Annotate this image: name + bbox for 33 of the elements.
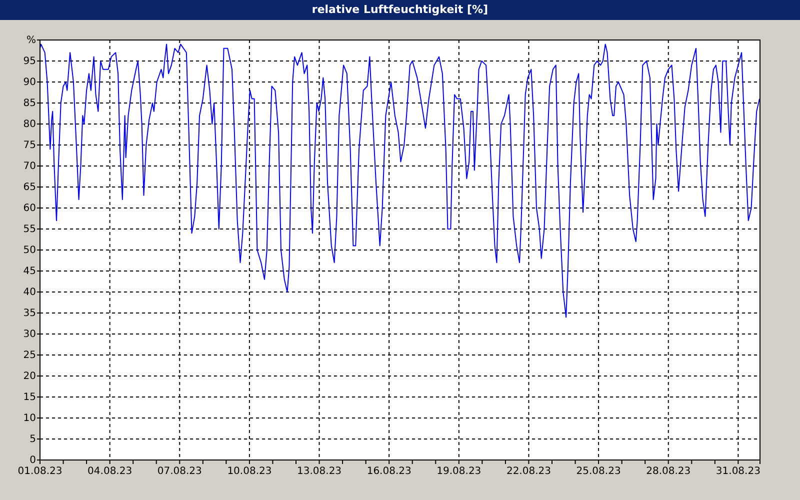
y-tick-label: 25 <box>23 350 36 362</box>
x-tick-label: 13.08.23 <box>297 466 342 478</box>
y-tick-label: 80 <box>23 119 36 130</box>
y-tick-label: 85 <box>23 98 36 110</box>
y-tick-label: 5 <box>30 434 36 446</box>
x-tick-label: 10.08.23 <box>227 466 272 478</box>
y-tick-label: 10 <box>23 413 36 424</box>
y-tick-label: 0 <box>30 455 36 466</box>
y-tick-label: 60 <box>23 203 36 214</box>
y-tick-label: 45 <box>23 266 36 278</box>
y-tick-label: % <box>26 35 36 46</box>
y-tick-label: 30 <box>23 329 36 340</box>
y-tick-label: 65 <box>23 182 36 194</box>
y-tick-label: 70 <box>23 161 36 172</box>
y-tick-label: 20 <box>23 371 36 382</box>
y-tick-label: 95 <box>23 56 36 68</box>
y-tick-label: 75 <box>23 140 36 152</box>
x-tick-label: 28.08.23 <box>646 466 691 478</box>
y-tick-label: 90 <box>23 77 36 88</box>
y-tick-label: 55 <box>23 224 36 236</box>
y-tick-label: 40 <box>23 287 36 298</box>
x-tick-label: 04.08.23 <box>88 466 132 478</box>
y-tick-label: 15 <box>23 392 36 404</box>
x-tick-label: 25.08.23 <box>576 466 621 478</box>
x-tick-label: 16.08.23 <box>366 466 412 478</box>
x-tick-label: 22.08.23 <box>506 466 551 478</box>
chart-title: relative Luftfeuchtigkeit [%] <box>0 0 800 20</box>
x-tick-label: 19.08.23 <box>436 466 482 478</box>
y-tick-label: 50 <box>23 245 36 256</box>
x-tick-label: 31.08.23 <box>716 466 760 478</box>
y-tick-label: 35 <box>23 308 36 320</box>
x-tick-label: 07.08.23 <box>157 466 202 478</box>
x-tick-label: 01.08.23 <box>18 466 62 478</box>
